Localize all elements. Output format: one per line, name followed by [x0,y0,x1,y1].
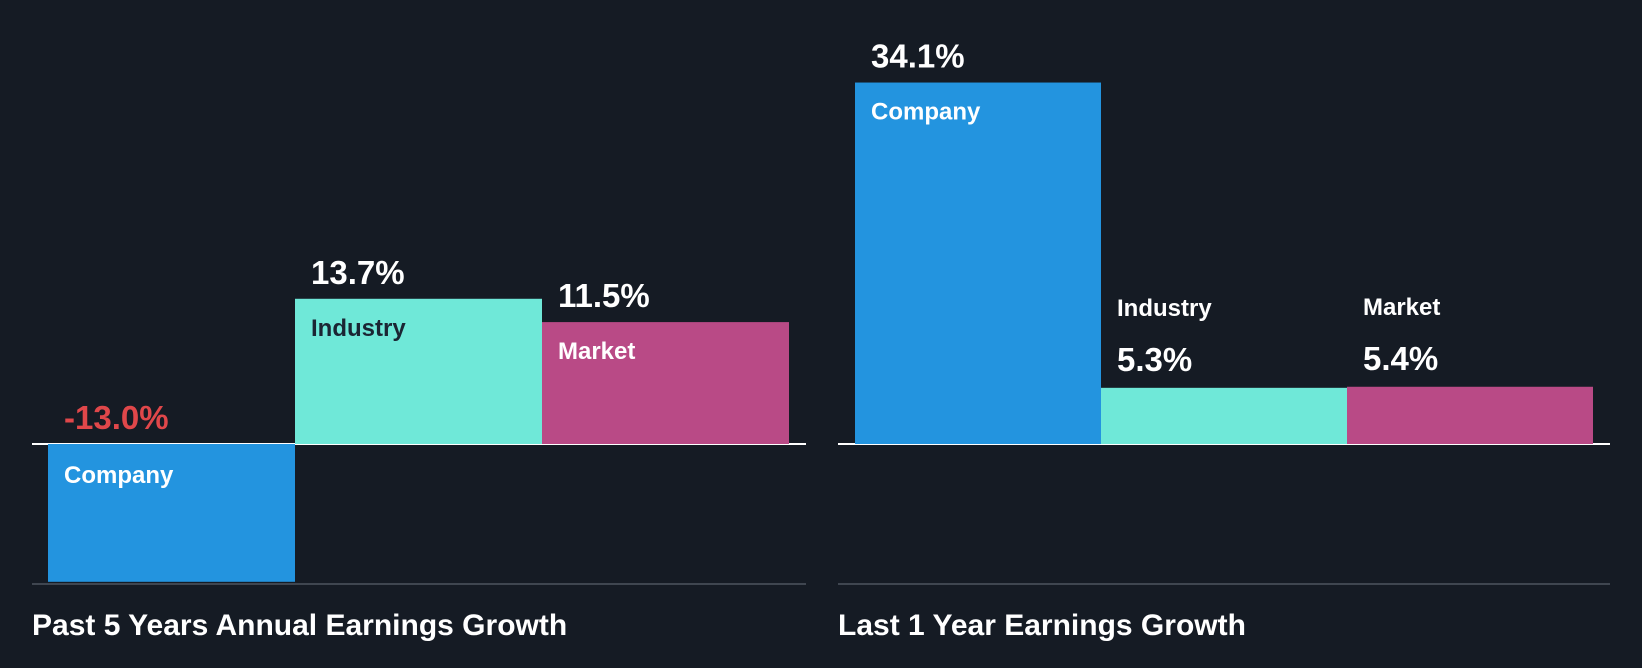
chart-title: Past 5 Years Annual Earnings Growth [32,609,567,642]
category-label-market: Market [1363,294,1440,321]
bars-group: 34.1% Company Industry 5.3% Market 5.4% [855,38,1593,444]
value-label-market: 5.4% [1363,340,1438,377]
value-label-company: 34.1% [871,38,965,75]
category-label-company: Company [871,99,981,126]
category-label-market: Market [558,338,635,365]
value-label-market: 11.5% [558,277,650,314]
bar-company [48,444,295,582]
category-label-company: Company [64,462,174,489]
bar-market [542,322,789,444]
category-label-industry: Industry [1117,295,1212,322]
last-1-year-panel: 34.1% Company Industry 5.3% Market 5.4% Last … [838,38,1610,642]
bar-market [1347,386,1593,444]
value-label-industry: 5.3% [1117,341,1192,378]
bar-industry [295,298,542,444]
value-label-company: -13.0% [64,399,169,436]
bar-company [855,82,1101,444]
value-label-industry: 13.7% [311,254,405,291]
bars-group: -13.0% Company 13.7% Industry 11.5% Market [48,254,789,582]
past-5-years-panel: -13.0% Company 13.7% Industry 11.5% Market Pa… [32,254,806,642]
category-label-industry: Industry [311,315,406,342]
bar-industry [1101,387,1347,444]
chart-title: Last 1 Year Earnings Growth [838,609,1246,642]
